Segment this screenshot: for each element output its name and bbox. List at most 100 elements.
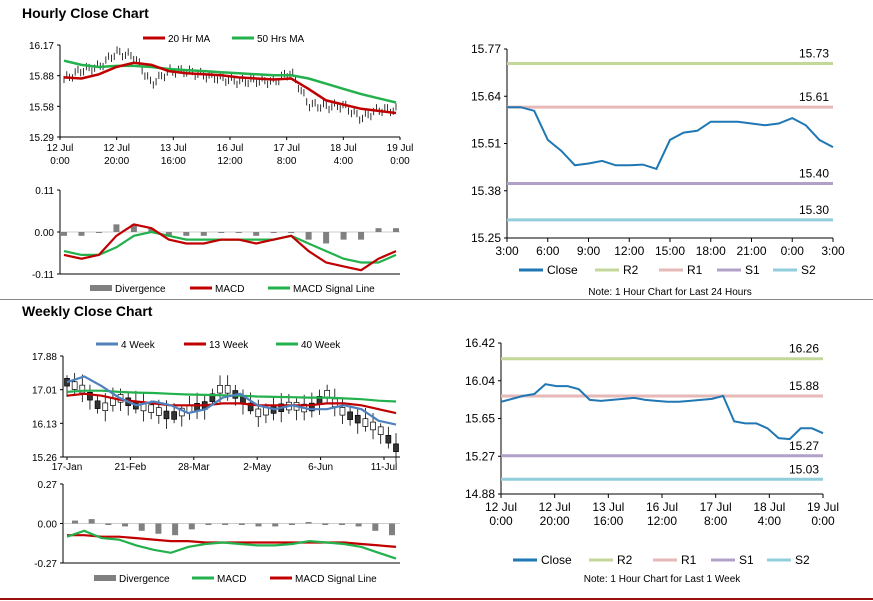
- hourly-price-xtick-time: 8:00: [277, 156, 297, 167]
- hourly-legend-signal-swatch: [268, 286, 290, 290]
- weekly-levels-legend-s2-swatch: [767, 558, 791, 562]
- weekly-candle-body: [362, 418, 369, 427]
- hourly-price-xtick-date: 19 Jul: [387, 143, 414, 154]
- weekly-legend-40wk-label: 40 Week: [301, 340, 341, 351]
- weekly-divergence-bar: [105, 523, 112, 525]
- weekly-legend-4wk-swatch: [96, 342, 118, 346]
- weekly-levels-xtick-date: 17 Jul: [700, 500, 732, 514]
- weekly-candle-body: [79, 384, 86, 394]
- weekly-candle-body: [255, 408, 262, 418]
- weekly-divergence-bar: [72, 520, 78, 524]
- hourly-divergence-bar: [218, 232, 225, 233]
- hourly-legend-50hr-ma-swatch: [232, 36, 254, 40]
- weekly-divergence-bar: [155, 523, 162, 534]
- weekly-levels-level-s1-label: 15.27: [789, 439, 819, 453]
- weekly-levels-legend-r2-label: R2: [617, 553, 633, 567]
- weekly-levels-level-r1-label: 15.88: [789, 379, 819, 393]
- hourly-levels-xtick-label: 18:00: [696, 244, 726, 258]
- weekly-levels-legend-s1-swatch: [711, 558, 735, 562]
- weekly-levels-xtick-date: 12 Jul: [485, 500, 517, 514]
- hourly-levels-note: Note: 1 Hour Chart for Last 24 Hours: [588, 287, 751, 298]
- weekly-candle-body: [209, 393, 216, 402]
- weekly-macd-ytick-label: 0.00: [38, 520, 58, 531]
- weekly-candle-body: [148, 404, 155, 413]
- weekly-price-ytick-label: 15.26: [32, 453, 57, 464]
- weekly-legend-signal-label: MACD Signal Line: [295, 574, 377, 585]
- weekly-levels-xtick-time: 0:00: [489, 514, 513, 528]
- weekly-candle-body: [171, 411, 177, 420]
- weekly-legend-divergence-label: Divergence: [119, 574, 170, 585]
- hourly-divergence-bar: [183, 232, 190, 236]
- hourly-levels-xtick-label: 3:00: [821, 244, 845, 258]
- weekly-levels-xtick-date: 18 Jul: [753, 500, 785, 514]
- weekly-price-ytick-label: 16.13: [32, 419, 57, 430]
- weekly-candle-body: [224, 385, 231, 394]
- weekly-levels-note: Note: 1 Hour Chart for Last 1 Week: [584, 574, 742, 585]
- weekly-levels-xtick-date: 19 Jul: [807, 500, 839, 514]
- weekly-price-xtick-label: 11-Jul: [371, 462, 398, 473]
- weekly-candle-body: [163, 410, 170, 420]
- weekly-divergence-bar: [338, 523, 345, 525]
- weekly-levels-close-line: [500, 383, 824, 441]
- weekly-price-ytick-label: 17.01: [32, 386, 57, 397]
- weekly-levels-xtick-time: 20:00: [540, 514, 570, 528]
- hourly-price-ytick-label: 15.29: [29, 133, 54, 144]
- hourly-divergence-bar: [113, 224, 120, 232]
- weekly-macd-ytick-label: -0.27: [34, 559, 57, 570]
- weekly-price-xtick-label: 28-Mar: [178, 462, 210, 473]
- hourly-levels-xtick-label: 6:00: [536, 244, 560, 258]
- hourly-levels-level-s2-label: 15.30: [799, 203, 829, 217]
- weekly-levels-ytick-label: 16.42: [465, 336, 495, 350]
- hourly-legend-20hr-ma-label: 20 Hr MA: [168, 34, 211, 45]
- weekly-levels-ytick-label: 15.65: [465, 412, 495, 426]
- weekly-candle-body: [339, 407, 346, 416]
- weekly-levels-xtick-time: 12:00: [647, 514, 677, 528]
- hourly-divergence-bar: [340, 232, 347, 240]
- weekly-divergence-bar: [355, 523, 362, 527]
- hourly-levels-legend-s2-label: S2: [801, 263, 816, 277]
- weekly-candle-body: [370, 421, 376, 431]
- hourly-title: Hourly Close Chart: [22, 5, 149, 21]
- weekly-price-ytick-label: 17.88: [32, 352, 57, 363]
- weekly-levels-ytick-label: 14.88: [465, 487, 495, 501]
- hourly-macd-line: [63, 223, 397, 272]
- weekly-divergence-bar: [188, 523, 195, 530]
- weekly-levels-xtick-time: 16:00: [593, 514, 623, 528]
- hourly-legend-signal-label: MACD Signal Line: [293, 284, 375, 295]
- weekly-candle-body: [71, 381, 78, 390]
- hourly-levels-legend-r1-label: R1: [687, 263, 703, 277]
- hourly-levels-ytick-label: 15.38: [471, 184, 501, 198]
- weekly-levels-xtick-date: 12 Jul: [539, 500, 571, 514]
- hourly-price-ytick-label: 15.88: [29, 72, 54, 83]
- weekly-levels-xtick-time: 4:00: [758, 514, 782, 528]
- weekly-levels-legend-close-swatch: [513, 558, 537, 562]
- weekly-macd-ytick-label: 0.27: [38, 480, 58, 491]
- hourly-divergence-bar: [253, 232, 260, 236]
- weekly-divergence-bar: [88, 519, 95, 524]
- weekly-divergence-bar: [205, 523, 212, 525]
- bottom-rule: [0, 598, 873, 600]
- hourly-divergence-bar: [148, 228, 155, 232]
- hourly-legend-50hr-ma-label: 50 Hrs MA: [257, 34, 305, 45]
- weekly-candle-body: [247, 402, 254, 412]
- weekly-levels-legend-r2-swatch: [589, 558, 613, 562]
- hourly-price-xtick-time: 0:00: [50, 156, 70, 167]
- weekly-levels-legend-r1-label: R1: [681, 553, 697, 567]
- hourly-divergence-bar: [95, 232, 102, 233]
- weekly-levels-ytick-label: 16.04: [465, 374, 495, 388]
- weekly-legend-macd-swatch: [192, 576, 214, 580]
- hourly-levels-legend-close-label: Close: [547, 263, 578, 277]
- weekly-levels-legend-s1-label: S1: [739, 553, 754, 567]
- hourly-macd-ytick-label: -0.11: [32, 270, 54, 281]
- hourly-20hr-ma-line: [63, 61, 397, 115]
- weekly-title: Weekly Close Chart: [22, 303, 153, 319]
- hourly-legend-divergence-label: Divergence: [115, 284, 166, 295]
- weekly-divergence-bar: [222, 523, 229, 525]
- hourly-legend-macd-label: MACD: [215, 284, 244, 295]
- hourly-price-xtick-time: 12:00: [217, 156, 242, 167]
- hourly-divergence-bar: [393, 228, 399, 232]
- weekly-candle-body: [94, 400, 101, 409]
- weekly-price-xtick-label: 17-Jan: [52, 462, 83, 473]
- weekly-candle-body: [102, 402, 109, 411]
